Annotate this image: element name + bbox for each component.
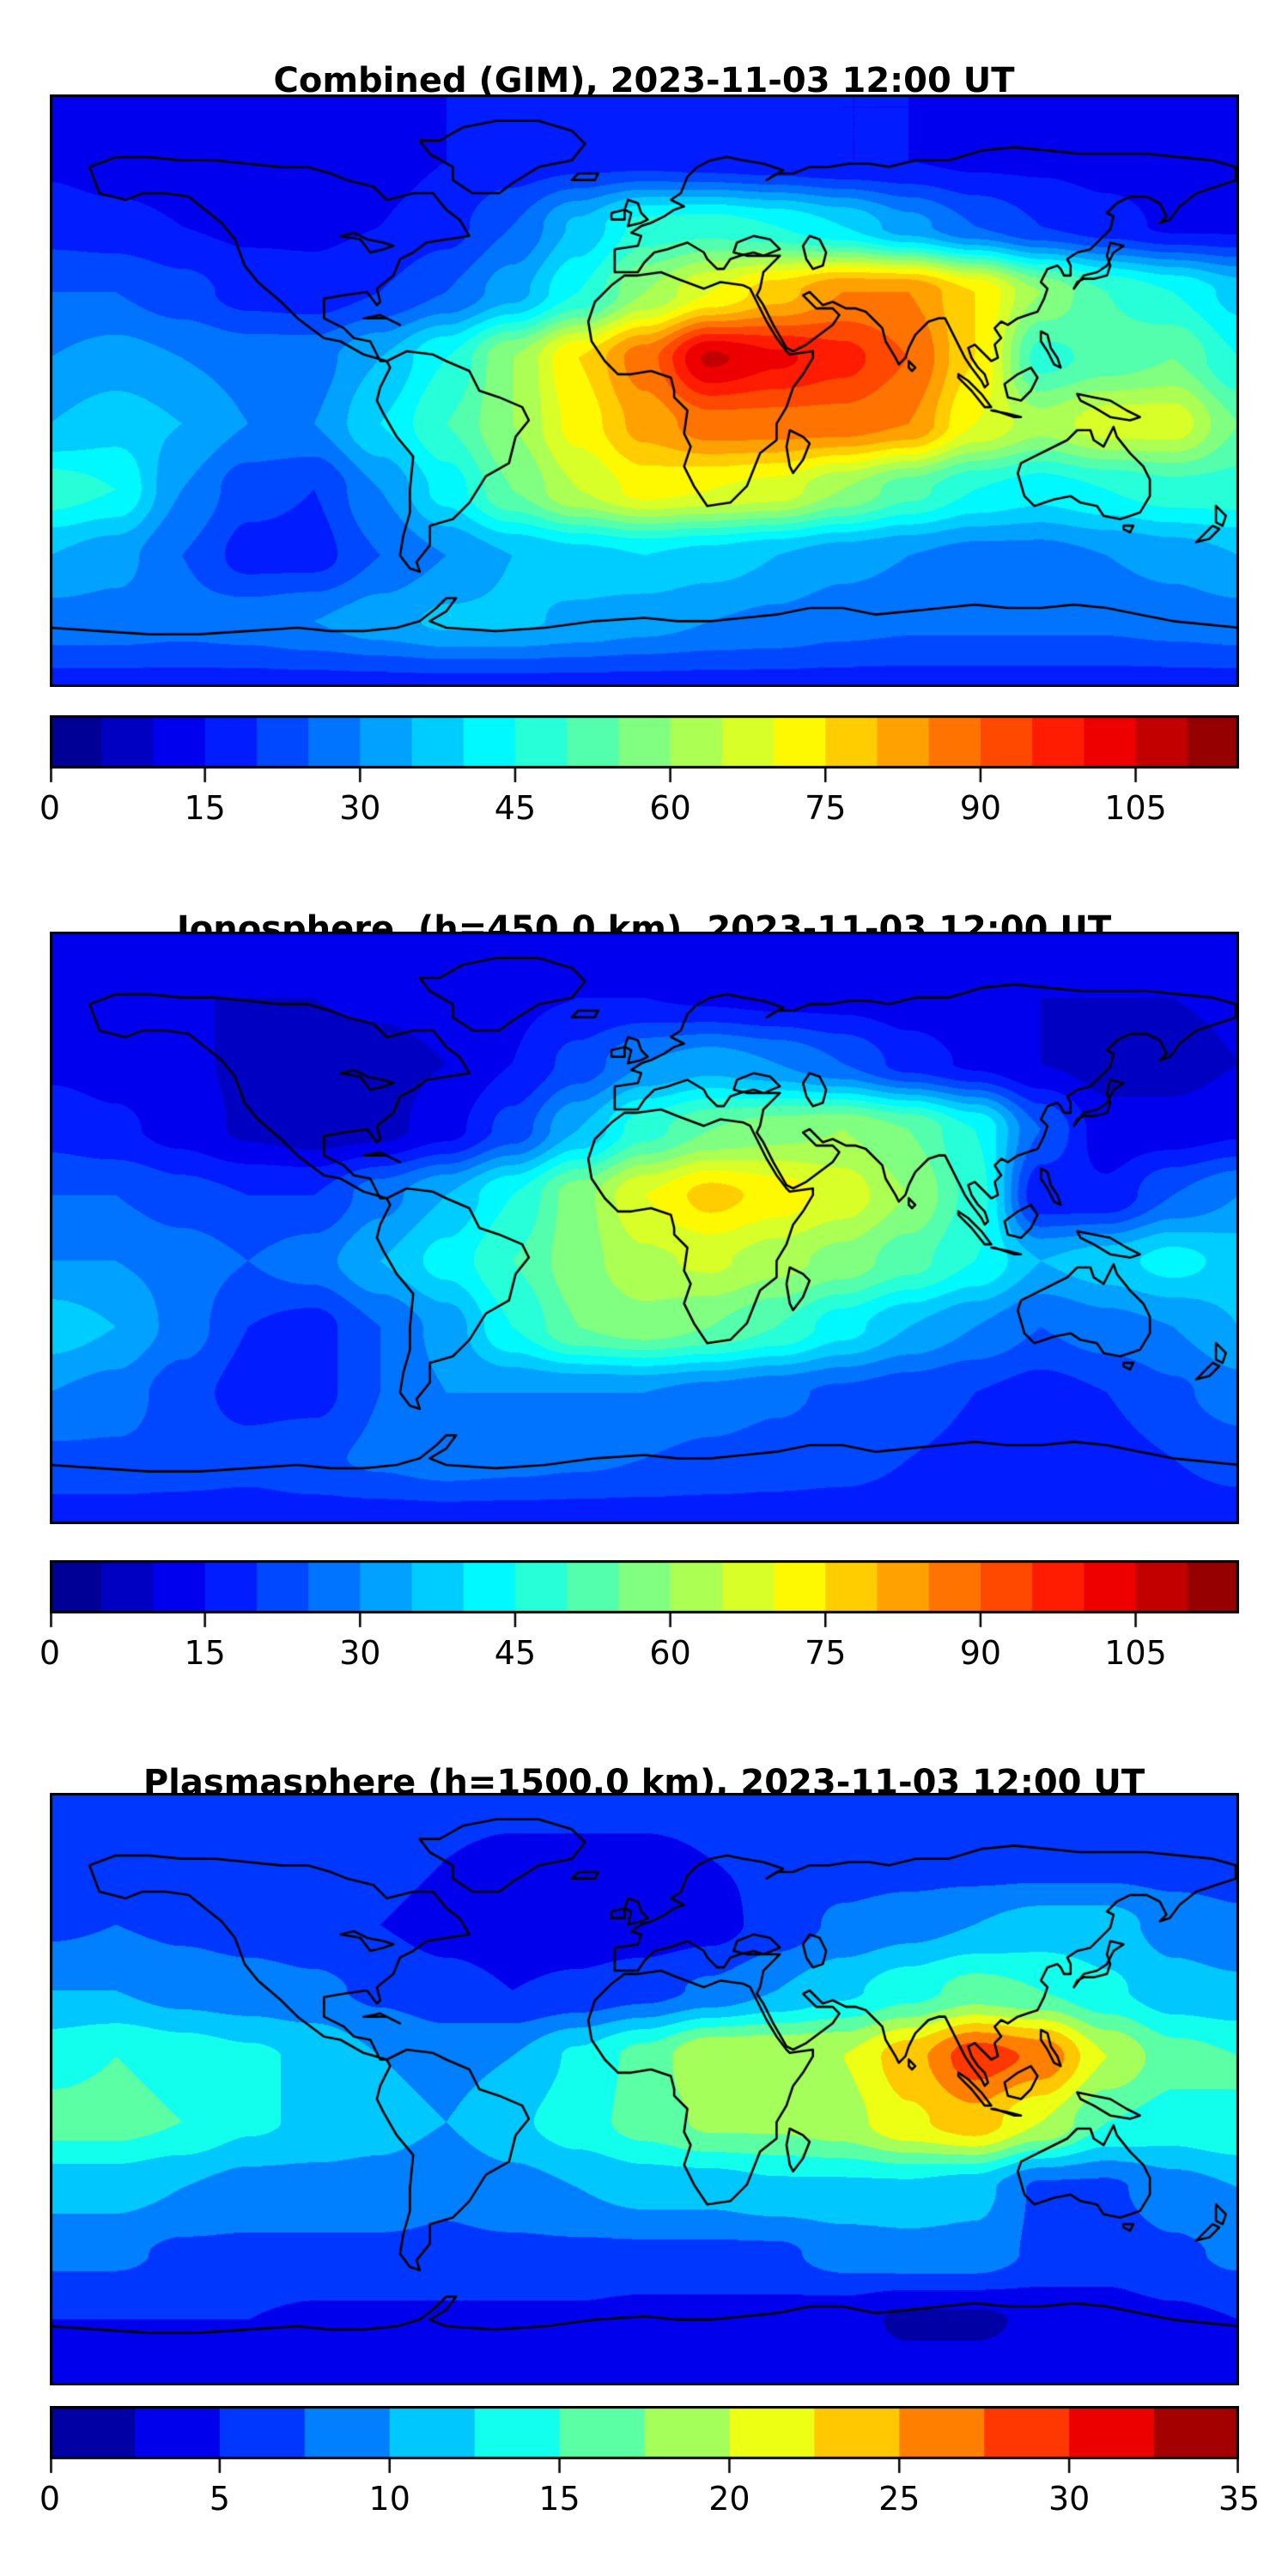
colorbar-gradient-plasmasphere (50, 2406, 1239, 2476)
world-map-ionosphere (50, 932, 1239, 1524)
colorbar-tick-label: 60 (649, 1634, 691, 1672)
world-map-combined-gim (50, 94, 1239, 687)
colorbar-tick-label: 20 (708, 2480, 750, 2518)
colorbar-tick-label: 15 (538, 2480, 580, 2518)
colorbar-tick-label: 75 (805, 789, 847, 827)
colorbar-tick-label: 75 (805, 1634, 847, 1672)
colorbar-tick-label: 15 (184, 789, 226, 827)
colorbar-tick-label: 35 (1218, 2480, 1261, 2518)
colorbar-gradient-ionosphere (50, 1560, 1239, 1631)
colorbar-tick-label: 30 (339, 1634, 381, 1672)
colorbar-tick-label: 45 (494, 789, 537, 827)
colorbar-tick-label: 45 (494, 1634, 537, 1672)
colorbar-tick-label: 90 (959, 1634, 1002, 1672)
colorbar-tick-label: 0 (39, 2480, 61, 2518)
colorbar-tick-label: 105 (1104, 789, 1167, 827)
colorbar-tick-label: 5 (209, 2480, 230, 2518)
colorbar-tick-label: 15 (184, 1634, 226, 1672)
colorbar-tick-label: 25 (878, 2480, 920, 2518)
colorbar-gradient-combined-gim (50, 715, 1239, 786)
colorbar-tick-label: 30 (339, 789, 381, 827)
colorbar-tick-label: 105 (1104, 1634, 1167, 1672)
colorbar-combined-gim: 0 15 30 45 60 75 90 105 (39, 715, 1239, 835)
colorbar-tick-label: 60 (649, 789, 691, 827)
colorbar-tick-label: 90 (959, 789, 1002, 827)
colorbar-tick-label: 0 (39, 789, 61, 827)
world-map-plasmasphere (50, 1793, 1239, 2385)
colorbar-plasmasphere: 0 5 10 15 20 25 30 35 (39, 2406, 1260, 2526)
colorbar-tick-label: 30 (1048, 2480, 1091, 2518)
colorbar-tick-label: 10 (368, 2480, 410, 2518)
colorbar-ionosphere: 0 15 30 45 60 75 90 105 (39, 1560, 1239, 1680)
panel-title-combined-gim: Combined (GIM), 2023-11-03 12:00 UT (273, 61, 1015, 101)
colorbar-tick-label: 0 (39, 1634, 61, 1672)
